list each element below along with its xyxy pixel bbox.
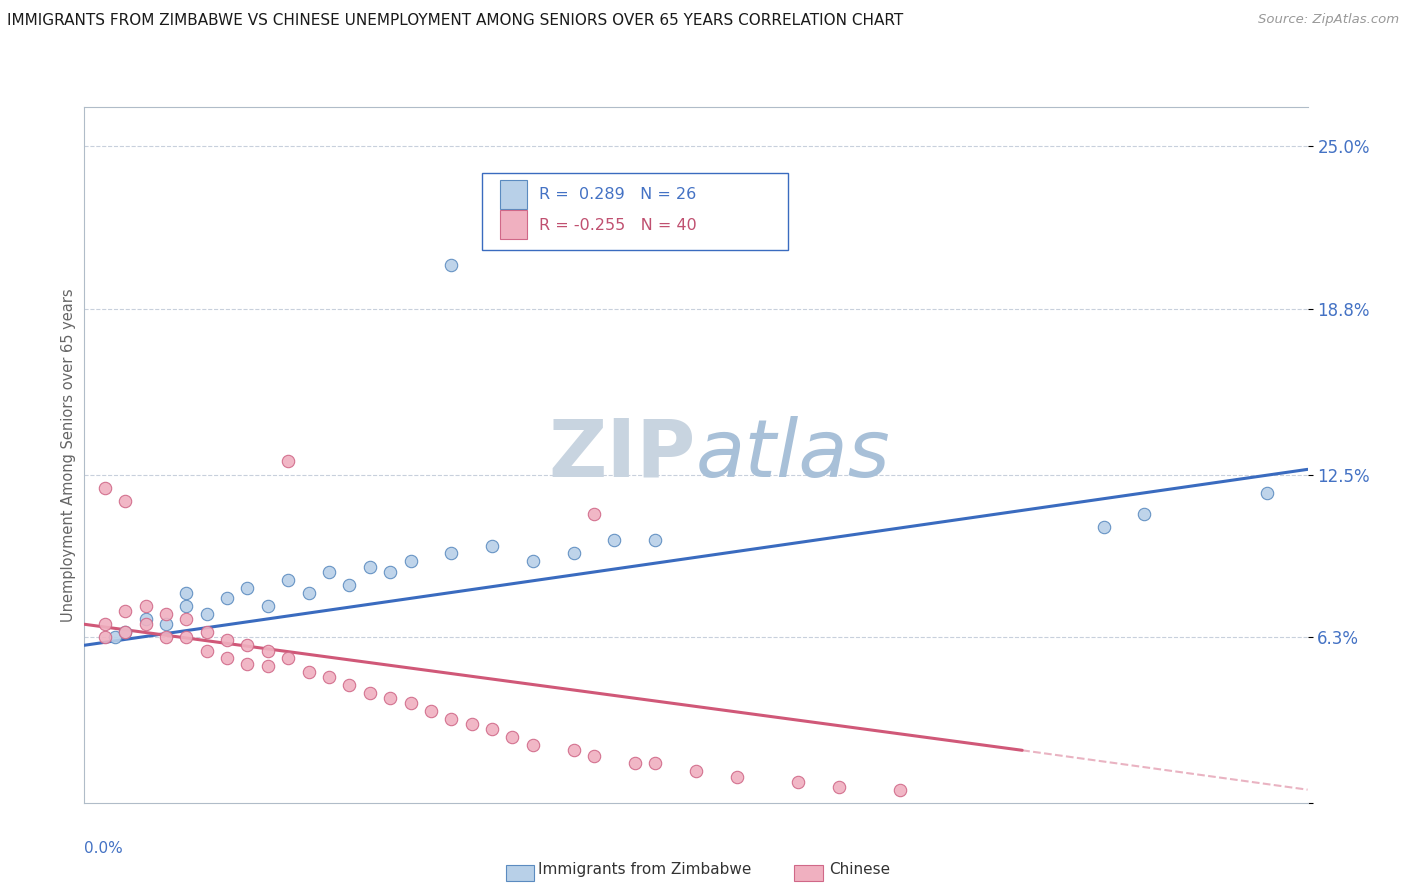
Point: [277, 454, 299, 468]
Text: ZIP: ZIP: [548, 416, 696, 494]
Point: [359, 685, 381, 699]
Point: [725, 770, 748, 784]
Point: [359, 559, 381, 574]
Text: Source: ZipAtlas.com: Source: ZipAtlas.com: [1258, 13, 1399, 27]
Point: [318, 670, 340, 684]
Text: Immigrants from Zimbabwe: Immigrants from Zimbabwe: [538, 863, 752, 877]
Point: [277, 573, 299, 587]
Point: [174, 599, 197, 613]
Point: [93, 631, 115, 645]
Text: R =  0.289   N = 26: R = 0.289 N = 26: [540, 186, 696, 202]
Point: [502, 730, 524, 744]
Point: [1133, 507, 1156, 521]
Point: [339, 578, 361, 592]
Point: [217, 651, 239, 665]
Point: [174, 612, 197, 626]
Point: [562, 743, 585, 757]
Point: [440, 258, 463, 272]
Point: [399, 696, 422, 710]
Point: [889, 782, 911, 797]
Point: [195, 643, 218, 657]
Point: [380, 565, 402, 579]
Point: [685, 764, 707, 779]
Point: [174, 586, 197, 600]
Point: [787, 774, 810, 789]
Point: [624, 756, 647, 771]
Point: [93, 481, 115, 495]
Point: [236, 638, 259, 652]
Point: [155, 607, 177, 621]
FancyBboxPatch shape: [482, 173, 787, 250]
Point: [257, 643, 280, 657]
Point: [114, 604, 136, 618]
Point: [217, 591, 239, 605]
Point: [217, 633, 239, 648]
Point: [583, 507, 606, 521]
Point: [318, 565, 340, 579]
FancyBboxPatch shape: [501, 210, 527, 239]
FancyBboxPatch shape: [501, 180, 527, 210]
Point: [298, 586, 321, 600]
Point: [277, 651, 299, 665]
Point: [135, 617, 157, 632]
Point: [603, 533, 626, 548]
Point: [155, 617, 177, 632]
Point: [135, 599, 157, 613]
Point: [236, 581, 259, 595]
Point: [174, 631, 197, 645]
Point: [236, 657, 259, 671]
Point: [481, 539, 503, 553]
Point: [135, 612, 157, 626]
Point: [298, 665, 321, 679]
Point: [257, 659, 280, 673]
Point: [522, 554, 544, 568]
Point: [644, 533, 666, 548]
Point: [481, 723, 503, 737]
Point: [440, 712, 463, 726]
Point: [114, 625, 136, 640]
Point: [644, 756, 666, 771]
Point: [440, 546, 463, 560]
Text: atlas: atlas: [696, 416, 891, 494]
Y-axis label: Unemployment Among Seniors over 65 years: Unemployment Among Seniors over 65 years: [60, 288, 76, 622]
Text: Chinese: Chinese: [830, 863, 890, 877]
Point: [93, 617, 115, 632]
Point: [461, 717, 484, 731]
Point: [583, 748, 606, 763]
Point: [339, 678, 361, 692]
Point: [380, 690, 402, 705]
Text: R = -0.255   N = 40: R = -0.255 N = 40: [540, 218, 697, 233]
Point: [155, 631, 177, 645]
Point: [399, 554, 422, 568]
Text: IMMIGRANTS FROM ZIMBABWE VS CHINESE UNEMPLOYMENT AMONG SENIORS OVER 65 YEARS COR: IMMIGRANTS FROM ZIMBABWE VS CHINESE UNEM…: [7, 13, 903, 29]
Point: [195, 607, 218, 621]
Text: 0.0%: 0.0%: [84, 841, 124, 856]
Point: [104, 631, 127, 645]
Point: [1092, 520, 1115, 534]
Point: [257, 599, 280, 613]
Point: [1256, 486, 1278, 500]
Point: [828, 780, 851, 794]
Point: [420, 704, 443, 718]
Point: [114, 494, 136, 508]
Point: [522, 738, 544, 752]
Point: [562, 546, 585, 560]
Point: [114, 625, 136, 640]
Point: [195, 625, 218, 640]
